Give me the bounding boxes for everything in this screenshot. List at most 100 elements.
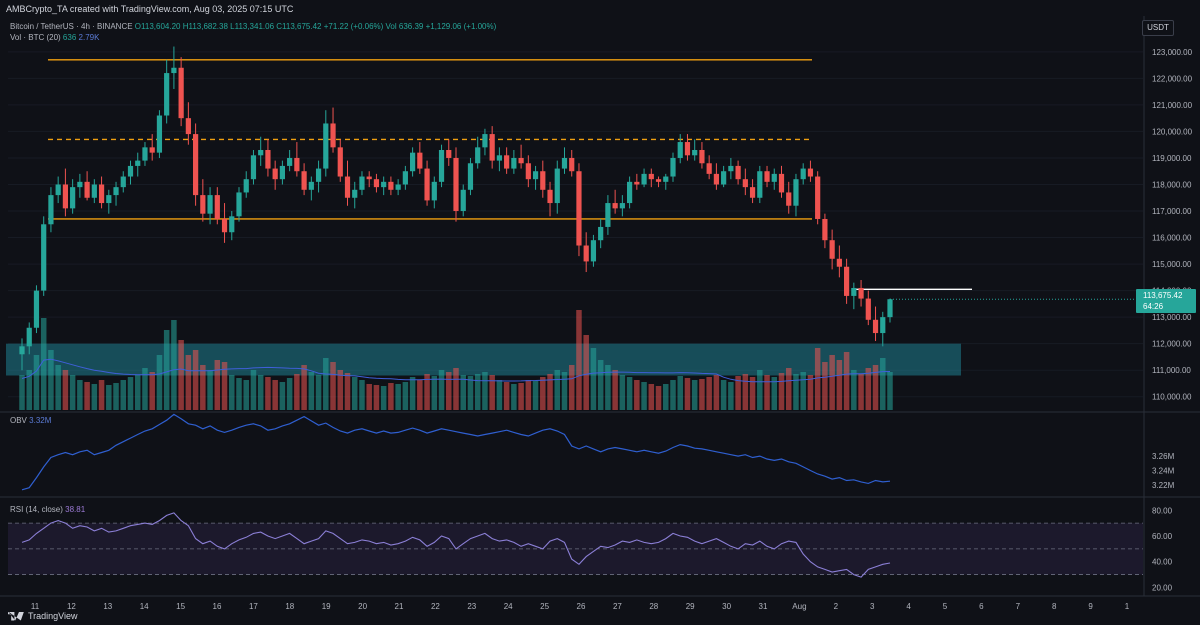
candle-body bbox=[749, 187, 756, 198]
candle-body bbox=[757, 171, 763, 198]
volume-bar bbox=[366, 384, 372, 410]
volume-bar bbox=[301, 365, 307, 410]
volume-bar bbox=[373, 385, 380, 410]
time-tick-label: 31 bbox=[759, 602, 768, 611]
candle-body bbox=[156, 115, 163, 153]
volume-bar bbox=[279, 382, 286, 410]
rsi-tick-label: 60.00 bbox=[1152, 532, 1173, 541]
candle-body bbox=[214, 195, 220, 219]
volume-bar bbox=[438, 370, 445, 410]
candle-body bbox=[243, 179, 249, 193]
rsi-legend: RSI (14, close) 38.81 bbox=[10, 505, 85, 514]
volume-bar bbox=[785, 368, 792, 410]
volume-bar bbox=[540, 377, 546, 410]
candle-body bbox=[540, 171, 546, 190]
time-tick-label: 28 bbox=[649, 602, 658, 611]
candle-body bbox=[62, 184, 69, 209]
volume-bar bbox=[764, 375, 770, 410]
time-tick-label: 13 bbox=[103, 602, 112, 611]
volume-bar bbox=[836, 360, 843, 410]
last-price-label: 113,675.42 64:26 bbox=[1136, 289, 1196, 313]
volume-bar bbox=[720, 380, 727, 410]
last-price: 113,675.42 bbox=[1143, 291, 1183, 300]
candle-body bbox=[865, 298, 871, 320]
volume-bar bbox=[265, 377, 271, 410]
time-tick-label: 2 bbox=[834, 602, 839, 611]
tradingview-brand: TradingView bbox=[8, 611, 78, 621]
candle-body bbox=[489, 134, 495, 161]
time-tick-label: 25 bbox=[540, 602, 549, 611]
volume-bar bbox=[337, 370, 344, 410]
volume-bar bbox=[127, 377, 134, 410]
volume-bar bbox=[467, 376, 474, 410]
time-tick-label: 9 bbox=[1088, 602, 1093, 611]
volume-bar bbox=[330, 362, 336, 410]
volume-bar bbox=[822, 362, 828, 410]
volume-bar bbox=[807, 375, 814, 410]
candle-body bbox=[250, 155, 257, 180]
volume-bar bbox=[793, 374, 799, 410]
symbol-title[interactable]: Bitcoin / TetherUS · 4h · BINANCE bbox=[10, 22, 133, 31]
candle-body bbox=[721, 171, 727, 185]
volume-bar bbox=[525, 380, 532, 410]
brand-name: TradingView bbox=[28, 611, 78, 621]
volume-bar bbox=[634, 380, 640, 410]
volume-ma-line bbox=[21, 358, 891, 383]
candle-body bbox=[778, 173, 785, 193]
time-tick-label: 19 bbox=[322, 602, 331, 611]
candle-body bbox=[742, 179, 748, 188]
volume-bar bbox=[851, 370, 857, 410]
volume-bar bbox=[257, 375, 264, 410]
candle-body bbox=[648, 173, 654, 180]
volume-bar bbox=[192, 350, 199, 410]
candle-body bbox=[525, 163, 531, 180]
candle-body bbox=[880, 317, 886, 334]
volume-bar bbox=[171, 320, 177, 410]
candle-body bbox=[98, 184, 105, 204]
rsi-label[interactable]: RSI (14, close) bbox=[10, 505, 63, 514]
candle-body bbox=[764, 171, 770, 182]
volume-bar bbox=[728, 382, 734, 410]
volume-bar bbox=[69, 375, 76, 410]
time-tick-label: 3 bbox=[870, 602, 875, 611]
volume-bar bbox=[706, 377, 712, 410]
candle-body bbox=[344, 176, 351, 198]
volume-bar bbox=[872, 365, 879, 410]
candle-body bbox=[598, 226, 604, 241]
candle-body bbox=[308, 181, 314, 190]
chart-credit: AMBCrypto_TA created with TradingView.co… bbox=[6, 4, 294, 14]
time-tick-label: 8 bbox=[1052, 602, 1057, 611]
obv-label[interactable]: OBV bbox=[10, 416, 27, 425]
volume-label[interactable]: Vol · BTC (20) bbox=[10, 33, 61, 42]
volume-bar bbox=[113, 383, 119, 410]
volume-bar bbox=[800, 372, 806, 410]
volume-bar bbox=[200, 365, 206, 410]
candle-body bbox=[26, 327, 32, 347]
candle-body bbox=[713, 173, 720, 185]
time-tick-label: 20 bbox=[358, 602, 367, 611]
candle-body bbox=[301, 171, 307, 190]
candle-body bbox=[851, 287, 857, 296]
volume-bar bbox=[626, 377, 633, 410]
time-tick-label: 17 bbox=[249, 602, 258, 611]
volume-bar bbox=[561, 372, 568, 410]
obv-tick-label: 3.26M bbox=[1152, 452, 1175, 461]
candle-body bbox=[337, 147, 343, 177]
volume-bar bbox=[359, 380, 365, 410]
candle-body bbox=[373, 179, 380, 188]
volume-bar bbox=[409, 377, 416, 410]
volume-bar bbox=[446, 372, 452, 410]
candle-body bbox=[113, 187, 119, 196]
volume-bar bbox=[221, 362, 228, 410]
candle-body bbox=[19, 346, 25, 355]
volume-bar bbox=[308, 372, 315, 410]
price-tick-label: 115,000.00 bbox=[1152, 260, 1192, 269]
volume-bar bbox=[771, 377, 778, 410]
currency-selector[interactable]: USDT bbox=[1142, 20, 1174, 36]
candle-body bbox=[279, 165, 286, 180]
candle-body bbox=[576, 171, 582, 246]
candle-body bbox=[815, 176, 821, 219]
candle-body bbox=[366, 176, 372, 180]
volume-bar bbox=[749, 377, 756, 410]
